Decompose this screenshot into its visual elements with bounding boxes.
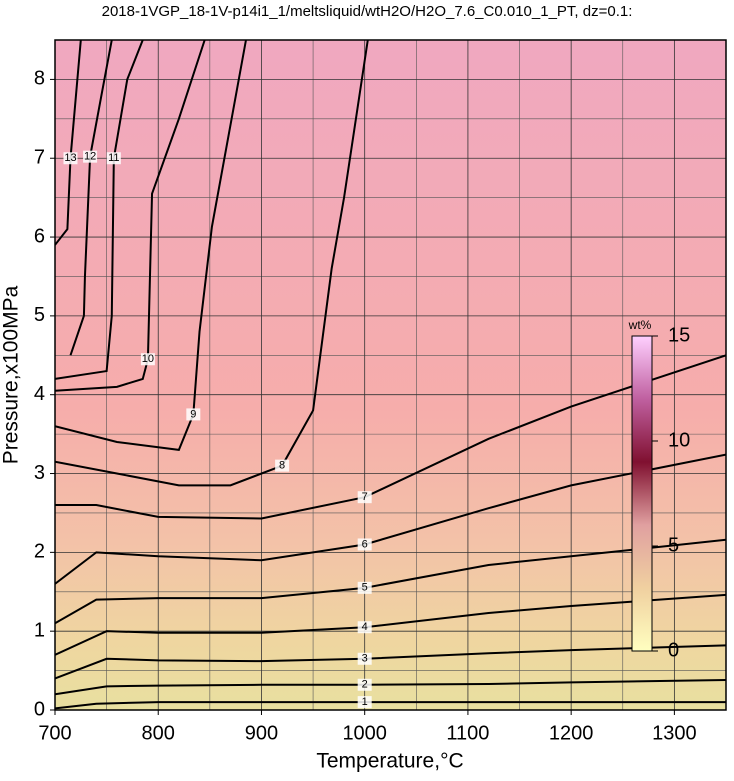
contour-label: 10	[142, 353, 154, 365]
y-tick-label: 3	[34, 462, 45, 484]
x-tick-label: 1000	[342, 722, 387, 744]
contour-line	[55, 593, 726, 656]
y-tick-label: 7	[34, 147, 45, 169]
contour-label-box	[83, 150, 98, 163]
x-tick-label: 800	[142, 722, 175, 744]
contours	[55, 40, 726, 710]
y-axis-label: Pressure,x100MPa	[0, 285, 23, 464]
contour-label: 12	[84, 151, 96, 163]
contour-label-box	[275, 459, 290, 472]
contour-label-box	[186, 408, 201, 421]
contour-label-box	[357, 678, 372, 691]
plot-frame	[54, 39, 727, 711]
contour-label: 6	[362, 538, 368, 550]
contour-line	[69, 40, 113, 356]
y-tick-label: 6	[34, 225, 45, 247]
contour-label-box	[63, 152, 78, 165]
contour-label-box	[357, 621, 372, 634]
plot-background	[55, 40, 726, 710]
colorbar-label: wt%	[628, 318, 652, 332]
colorbar-tick-label: 5	[668, 534, 679, 556]
y-tick-label: 0	[34, 698, 45, 720]
contour-line	[55, 40, 144, 380]
x-tick-label: 1200	[549, 722, 594, 744]
contour-line	[55, 701, 726, 710]
chart-title: 2018-1VGP_18-1V-p14i1_1/meltsliquid/wtH2…	[102, 3, 633, 20]
grid	[54, 40, 726, 711]
contour-line	[55, 40, 82, 246]
contour-label: 2	[362, 679, 368, 691]
y-tick-label: 2	[34, 541, 45, 563]
x-tick-label: 900	[245, 722, 278, 744]
contour-line	[55, 354, 726, 520]
contour-line	[55, 679, 726, 696]
colorbar-tick-label: 0	[668, 639, 679, 661]
colorbar-tick-label: 10	[668, 429, 690, 451]
contour-label-box	[357, 652, 372, 665]
contour-line	[55, 538, 726, 625]
contour-label: 9	[190, 408, 196, 420]
contour-label-box	[140, 353, 155, 366]
y-tick-label: 4	[34, 383, 45, 405]
contour-label: 7	[362, 491, 368, 503]
contour-label-box	[357, 696, 372, 709]
y-tick-label: 1	[34, 619, 45, 641]
contour-label-box	[357, 491, 372, 504]
contour-label-box	[357, 538, 372, 551]
contour-label: 3	[362, 653, 368, 665]
contour-label: 11	[108, 152, 119, 164]
y-tick-label: 8	[34, 68, 45, 90]
contour-label-box	[106, 152, 121, 165]
colorbar	[631, 335, 653, 652]
contour-label-box	[357, 581, 372, 594]
contour-line	[55, 453, 726, 585]
x-tick-label: 1300	[652, 722, 697, 744]
x-tick-label: 700	[38, 722, 71, 744]
contour-label: 13	[64, 152, 76, 164]
y-tick-label: 5	[34, 304, 45, 326]
contour-label: 8	[279, 460, 285, 472]
contour-line	[55, 644, 726, 680]
contour-label: 5	[362, 582, 368, 594]
x-tick-label: 1100	[446, 722, 489, 744]
colorbar-tick-label: 15	[668, 324, 690, 346]
contour-label: 4	[362, 621, 368, 633]
x-axis-label: Temperature,°C	[316, 750, 463, 773]
contour-label: 1	[362, 696, 368, 708]
